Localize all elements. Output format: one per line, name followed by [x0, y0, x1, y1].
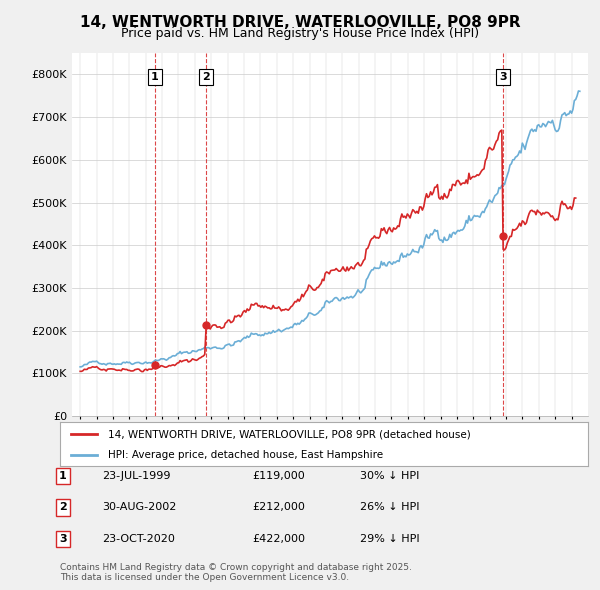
Text: 14, WENTWORTH DRIVE, WATERLOOVILLE, PO8 9PR: 14, WENTWORTH DRIVE, WATERLOOVILLE, PO8 …: [80, 15, 520, 30]
Text: 1: 1: [151, 72, 159, 81]
Text: Price paid vs. HM Land Registry's House Price Index (HPI): Price paid vs. HM Land Registry's House …: [121, 27, 479, 40]
Text: 29% ↓ HPI: 29% ↓ HPI: [360, 534, 419, 543]
Text: HPI: Average price, detached house, East Hampshire: HPI: Average price, detached house, East…: [107, 450, 383, 460]
Text: £212,000: £212,000: [252, 503, 305, 512]
Text: 2: 2: [59, 503, 67, 512]
Text: 23-OCT-2020: 23-OCT-2020: [102, 534, 175, 543]
Text: £422,000: £422,000: [252, 534, 305, 543]
Text: 3: 3: [59, 534, 67, 543]
Text: 26% ↓ HPI: 26% ↓ HPI: [360, 503, 419, 512]
Text: Contains HM Land Registry data © Crown copyright and database right 2025.
This d: Contains HM Land Registry data © Crown c…: [60, 563, 412, 582]
Text: 23-JUL-1999: 23-JUL-1999: [102, 471, 170, 481]
Text: 30-AUG-2002: 30-AUG-2002: [102, 503, 176, 512]
Text: 30% ↓ HPI: 30% ↓ HPI: [360, 471, 419, 481]
Text: 14, WENTWORTH DRIVE, WATERLOOVILLE, PO8 9PR (detached house): 14, WENTWORTH DRIVE, WATERLOOVILLE, PO8 …: [107, 430, 470, 439]
Text: 2: 2: [202, 72, 210, 81]
Text: 3: 3: [499, 72, 507, 81]
Text: 1: 1: [59, 471, 67, 481]
Text: £119,000: £119,000: [252, 471, 305, 481]
